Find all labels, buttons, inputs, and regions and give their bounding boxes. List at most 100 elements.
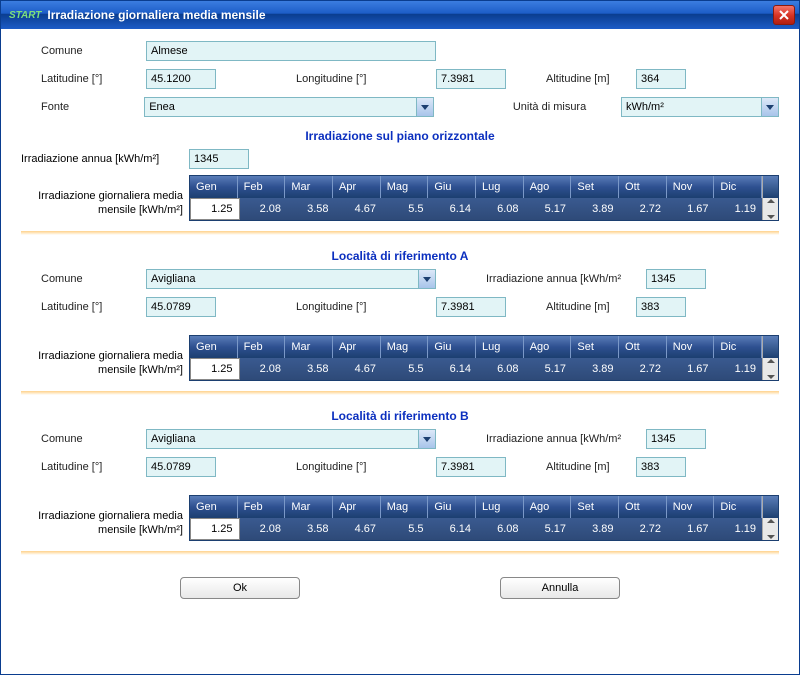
- month-value: 1.19: [715, 358, 763, 380]
- month-header: Lug: [476, 176, 524, 198]
- close-button[interactable]: [773, 5, 795, 25]
- month-header: Mag: [381, 336, 429, 358]
- month-value[interactable]: 1.25: [190, 518, 240, 540]
- arrow-up-icon[interactable]: [767, 359, 775, 363]
- month-value: 2.72: [620, 198, 668, 220]
- label-lat-a: Latitudine [°]: [21, 301, 146, 313]
- month-value: 6.08: [477, 518, 525, 540]
- chevron-down-icon[interactable]: [416, 97, 434, 117]
- annua-input[interactable]: [189, 149, 249, 169]
- month-value: 3.58: [287, 198, 335, 220]
- month-header: Mar: [285, 336, 333, 358]
- month-value: 3.58: [287, 518, 335, 540]
- chevron-down-icon[interactable]: [418, 429, 436, 449]
- close-icon: [779, 10, 789, 20]
- label-comune: Comune: [21, 45, 146, 57]
- month-value: 2.72: [620, 358, 668, 380]
- label-comune-a: Comune: [21, 273, 146, 285]
- label-lon-b: Longitudine [°]: [296, 461, 396, 473]
- arrow-up-icon[interactable]: [767, 519, 775, 523]
- label-lat-b: Latitudine [°]: [21, 461, 146, 473]
- scroll-header: [762, 496, 778, 518]
- arrow-down-icon[interactable]: [767, 215, 775, 219]
- monthly-grid-b: GenFebMarAprMagGiuLugAgoSetOttNovDic 1.2…: [189, 495, 779, 541]
- section-title-locb: Località di riferimento B: [21, 409, 779, 423]
- divider: [21, 551, 779, 555]
- month-value: 4.67: [335, 198, 383, 220]
- comune-a-value[interactable]: [146, 269, 418, 289]
- comune-b-value[interactable]: [146, 429, 418, 449]
- monthly-grid-top: GenFebMarAprMagGiuLugAgoSetOttNovDic 1.2…: [189, 175, 779, 221]
- month-header: Mag: [381, 176, 429, 198]
- scroll-spinner[interactable]: [762, 358, 778, 380]
- month-header: Dic: [714, 176, 762, 198]
- month-header: Giu: [428, 176, 476, 198]
- month-value: 6.14: [430, 358, 478, 380]
- chevron-down-icon[interactable]: [761, 97, 779, 117]
- arrow-up-icon[interactable]: [767, 199, 775, 203]
- fonte-value[interactable]: [144, 97, 416, 117]
- lat-a-input[interactable]: [146, 297, 216, 317]
- month-value: 5.17: [525, 198, 573, 220]
- month-header: Dic: [714, 336, 762, 358]
- month-value: 1.67: [667, 198, 715, 220]
- unita-value[interactable]: [621, 97, 761, 117]
- month-value[interactable]: 1.25: [190, 358, 240, 380]
- lon-a-input[interactable]: [436, 297, 506, 317]
- annua-b-input[interactable]: [646, 429, 706, 449]
- footer: Ok Annulla: [21, 565, 779, 607]
- month-header: Gen: [190, 336, 238, 358]
- month-header: Gen: [190, 496, 238, 518]
- label-longitudine: Longitudine [°]: [296, 73, 396, 85]
- section-title-loca: Località di riferimento A: [21, 249, 779, 263]
- label-annua-a: Irradiazione annua [kWh/m²: [486, 273, 646, 285]
- comune-a-combo[interactable]: [146, 269, 436, 289]
- month-header: Feb: [238, 176, 286, 198]
- lon-b-input[interactable]: [436, 457, 506, 477]
- month-header: Dic: [714, 496, 762, 518]
- month-value: 2.08: [240, 198, 288, 220]
- month-header: Ago: [524, 176, 572, 198]
- comune-input[interactable]: [146, 41, 436, 61]
- divider: [21, 391, 779, 395]
- month-value: 6.08: [477, 358, 525, 380]
- scroll-header: [762, 336, 778, 358]
- title-bar: START Irradiazione giornaliera media men…: [1, 1, 799, 29]
- month-value: 5.5: [382, 198, 430, 220]
- alt-b-input[interactable]: [636, 457, 686, 477]
- alt-a-input[interactable]: [636, 297, 686, 317]
- month-header: Ago: [524, 496, 572, 518]
- month-value: 6.08: [477, 198, 525, 220]
- section-title-piano: Irradiazione sul piano orizzontale: [21, 129, 779, 143]
- label-annua-b: Irradiazione annua [kWh/m²: [486, 433, 646, 445]
- month-header: Set: [571, 496, 619, 518]
- latitudine-input[interactable]: [146, 69, 216, 89]
- scroll-spinner[interactable]: [762, 198, 778, 220]
- altitudine-input[interactable]: [636, 69, 686, 89]
- label-unita: Unità di misura: [513, 101, 621, 113]
- annua-a-input[interactable]: [646, 269, 706, 289]
- month-value: 3.89: [572, 198, 620, 220]
- cancel-button[interactable]: Annulla: [500, 577, 620, 599]
- ok-button[interactable]: Ok: [180, 577, 300, 599]
- longitudine-input[interactable]: [436, 69, 506, 89]
- month-header: Ago: [524, 336, 572, 358]
- month-header: Apr: [333, 496, 381, 518]
- dialog-window: START Irradiazione giornaliera media men…: [0, 0, 800, 675]
- comune-b-combo[interactable]: [146, 429, 436, 449]
- window-title: Irradiazione giornaliera media mensile: [47, 8, 265, 22]
- fonte-combo[interactable]: [144, 97, 434, 117]
- month-header: Feb: [238, 496, 286, 518]
- month-value[interactable]: 1.25: [190, 198, 240, 220]
- scroll-spinner[interactable]: [762, 518, 778, 540]
- month-value: 6.14: [430, 518, 478, 540]
- month-header: Giu: [428, 496, 476, 518]
- month-value: 1.19: [715, 198, 763, 220]
- month-value: 5.17: [525, 358, 573, 380]
- arrow-down-icon[interactable]: [767, 375, 775, 379]
- month-header: Ott: [619, 496, 667, 518]
- lat-b-input[interactable]: [146, 457, 216, 477]
- unita-combo[interactable]: [621, 97, 779, 117]
- chevron-down-icon[interactable]: [418, 269, 436, 289]
- arrow-down-icon[interactable]: [767, 535, 775, 539]
